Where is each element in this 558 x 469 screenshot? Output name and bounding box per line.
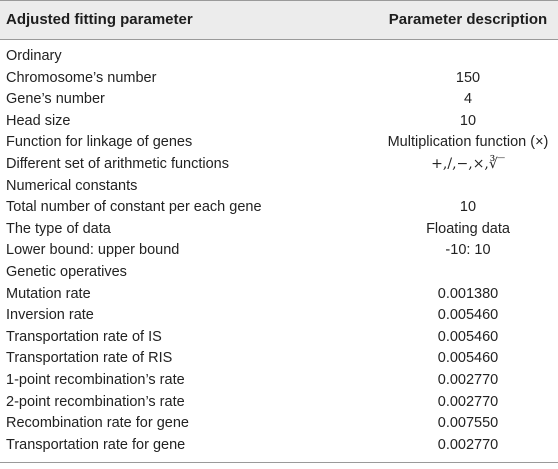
table-body: Ordinary Chromosome’s number 150 Gene’s … — [0, 40, 558, 456]
row-value: Multiplication function (×) — [387, 134, 549, 151]
row-parameter: Numerical constants — [6, 177, 138, 194]
parameter-table: Adjusted fitting parameter Parameter des… — [0, 0, 558, 456]
row-value: 0.005460 — [437, 328, 499, 345]
table-row: Lower bound: upper bound -10: 10 — [0, 240, 558, 262]
row-parameter: 2-point recombination’s rate — [6, 393, 185, 410]
row-parameter: Lower bound: upper bound — [6, 242, 180, 259]
row-parameter: Ordinary — [6, 48, 62, 64]
table-row: Total number of constant per each gene 1… — [0, 197, 558, 219]
row-parameter: Transportation rate of IS — [6, 328, 162, 345]
table-bottom-rule — [0, 462, 558, 463]
table-row: Genetic operatives — [0, 262, 558, 284]
table-row: Chromosome’s number 150 — [0, 68, 558, 90]
table-header: Adjusted fitting parameter Parameter des… — [0, 0, 558, 40]
row-parameter: Gene’s number — [6, 91, 105, 108]
row-parameter: Chromosome’s number — [6, 69, 157, 86]
table-row: Gene’s number 4 — [0, 89, 558, 111]
table-row: Transportation rate of RIS 0.005460 — [0, 348, 558, 370]
table-row: Recombination rate for gene 0.007550 — [0, 413, 558, 435]
row-value: Floating data — [426, 220, 510, 237]
table-row: Transportation rate of IS 0.005460 — [0, 327, 558, 349]
row-value: 0.002770 — [437, 393, 499, 410]
table-row: Head size 10 — [0, 111, 558, 133]
row-value: 0.001380 — [437, 285, 499, 302]
row-value: 0.005460 — [437, 307, 499, 324]
row-value: -10: 10 — [445, 242, 491, 259]
table-row: Different set of arithmetic functions +,… — [0, 154, 558, 176]
row-parameter: Genetic operatives — [6, 263, 127, 280]
row-parameter: Transportation rate for gene — [6, 436, 186, 453]
row-value: 150 — [455, 69, 481, 86]
row-value: 0.007550 — [437, 415, 499, 432]
table-row: 2-point recombination’s rate 0.002770 — [0, 392, 558, 414]
row-value: 10 — [459, 112, 477, 129]
row-value: 0.005460 — [437, 350, 499, 367]
row-parameter: Total number of constant per each gene — [6, 199, 262, 216]
header-parameter-description: Parameter description — [388, 11, 548, 28]
table-row: Transportation rate for gene 0.002770 — [0, 435, 558, 457]
table-row: Numerical constants — [0, 176, 558, 198]
row-parameter: The type of data — [6, 220, 111, 237]
row-parameter: Head size — [6, 112, 71, 129]
row-parameter: Recombination rate for gene — [6, 415, 189, 432]
row-value: 0.002770 — [437, 371, 499, 388]
table-row: Ordinary — [0, 46, 558, 68]
row-parameter: Mutation rate — [6, 285, 91, 302]
row-value: 4 — [463, 91, 473, 108]
row-parameter: Inversion rate — [6, 307, 94, 324]
table-row: Inversion rate 0.005460 — [0, 305, 558, 327]
row-parameter: Transportation rate of RIS — [6, 350, 173, 367]
header-adjusted-fitting-parameter: Adjusted fitting parameter — [6, 11, 193, 28]
row-value: 0.002770 — [437, 436, 499, 453]
table-row: 1-point recombination’s rate 0.002770 — [0, 370, 558, 392]
row-value: 10 — [459, 199, 477, 216]
row-parameter: Different set of arithmetic functions — [6, 155, 229, 172]
table-row: Function for linkage of genes Multiplica… — [0, 132, 558, 154]
table-row: Mutation rate 0.001380 — [0, 284, 558, 306]
table-row: The type of data Floating data — [0, 219, 558, 241]
row-parameter: Function for linkage of genes — [6, 134, 193, 151]
row-parameter: 1-point recombination’s rate — [6, 371, 185, 388]
row-value-arithmetic-functions: +,/,−,×,∛‾ — [431, 155, 505, 172]
